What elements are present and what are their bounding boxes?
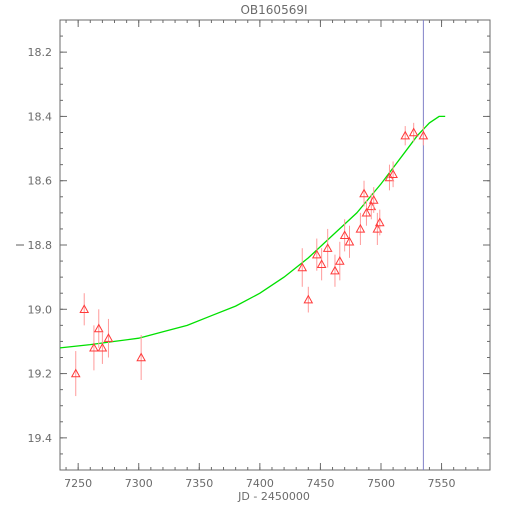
data-point-marker [418,130,429,140]
data-point-marker [89,342,99,352]
data-point-marker [374,217,385,227]
data-point-marker [136,352,147,362]
y-tick-label: 18.4 [28,110,53,123]
data-point-marker [388,169,398,178]
x-tick-label: 7550 [428,477,456,490]
model-fit-curve [59,115,446,349]
y-tick-label: 19.0 [28,303,53,316]
chart-title: OB160569I [240,3,307,17]
y-tick-label: 19.2 [28,368,53,381]
data-point-marker [97,342,108,352]
y-tick-label: 19.4 [28,432,53,445]
data-point-marker [103,333,114,342]
data-point-marker [408,127,419,137]
data-point-marker [303,294,314,304]
x-axis-label: JD - 2450000 [237,490,310,503]
x-tick-label: 7350 [185,477,213,490]
data-point-marker [70,368,81,378]
data-point-marker [316,259,327,268]
plot-frame [59,19,491,471]
y-axis-label: I [14,243,27,246]
y-tick-label: 18.2 [28,46,53,59]
data-point-marker [368,194,379,204]
data-point-marker [297,262,308,272]
data-point-marker [79,304,90,313]
x-tick-label: 7300 [125,477,153,490]
data-point-marker [311,249,322,259]
data-point-marker [322,243,333,252]
data-point-marker [355,223,366,233]
data-point-marker [361,207,372,217]
data-point-marker [330,265,340,275]
data-point-marker [359,188,369,198]
plot-area: 7250 7300 7350 7400 7450 7500 7550 18.2 18.4 18.6… [28,19,491,490]
x-tick-label: 7450 [306,477,334,490]
data-point-marker [93,323,104,333]
data-point-marker [339,230,350,240]
y-tick-label: 18.8 [28,239,53,252]
data-point-marker [334,256,345,265]
x-tick-label: 7250 [64,477,92,490]
data-point-marker [344,236,355,246]
x-tick-label: 7400 [246,477,274,490]
x-tick-label: 7500 [367,477,395,490]
data-point-marker [400,130,411,140]
y-tick-label: 18.6 [28,175,53,188]
